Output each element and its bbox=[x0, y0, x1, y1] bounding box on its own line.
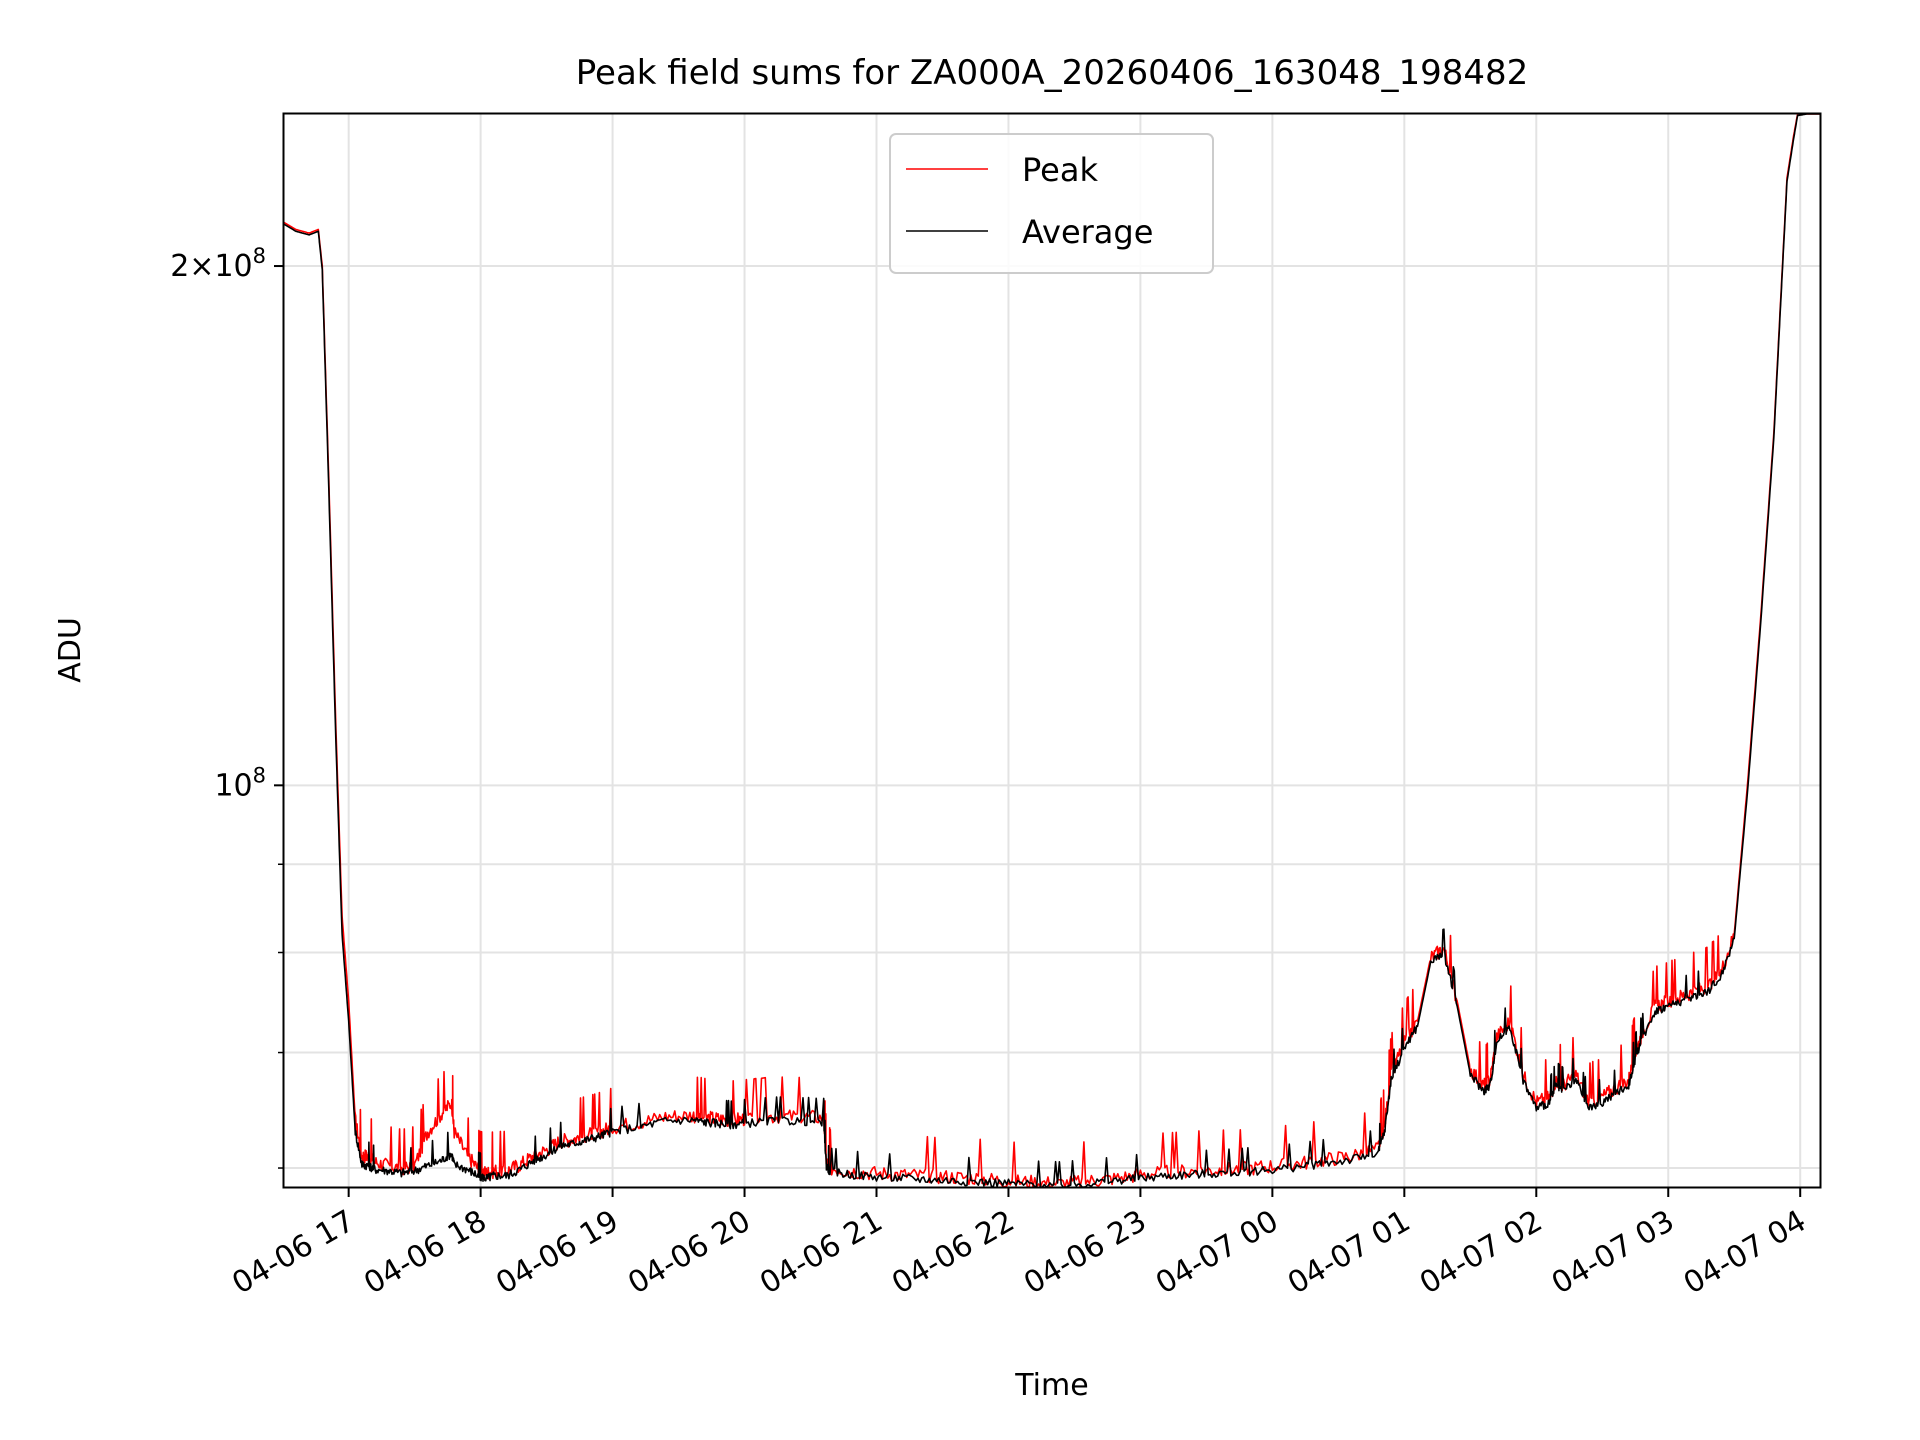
y-tick-label: 2×108 bbox=[170, 244, 266, 284]
plot-frame bbox=[282, 112, 1822, 1189]
x-tick-label: 04-07 00 bbox=[1150, 1204, 1284, 1302]
average-series-line bbox=[283, 113, 1820, 1188]
x-tick-label: 04-06 22 bbox=[886, 1204, 1020, 1302]
series-lines bbox=[283, 113, 1820, 1188]
x-tick-label: 04-06 21 bbox=[754, 1204, 888, 1302]
x-tick-label: 04-06 18 bbox=[358, 1204, 492, 1302]
legend-peak-label: Peak bbox=[1022, 151, 1098, 189]
x-tick-label: 04-07 02 bbox=[1414, 1204, 1548, 1302]
chart-title: Peak field sums for ZA000A_20260406_1630… bbox=[576, 53, 1529, 93]
x-axis-label: Time bbox=[1014, 1368, 1088, 1403]
x-tick-label: 04-07 03 bbox=[1546, 1204, 1680, 1302]
x-tick-label: 04-07 01 bbox=[1282, 1204, 1416, 1302]
x-tick-label: 04-06 23 bbox=[1018, 1204, 1152, 1302]
legend-average-label: Average bbox=[1022, 213, 1153, 251]
legend: Peak Average bbox=[889, 133, 1214, 274]
x-tick-label: 04-07 04 bbox=[1678, 1204, 1812, 1302]
y-axis-ticks: 108 2×108 bbox=[170, 244, 284, 1169]
y-axis-label: ADU bbox=[53, 617, 88, 683]
grid bbox=[284, 114, 1820, 1187]
x-tick-label: 04-06 17 bbox=[226, 1204, 360, 1302]
peak-series-line bbox=[283, 113, 1820, 1188]
x-tick-label: 04-06 19 bbox=[490, 1204, 624, 1302]
y-tick-label: 108 bbox=[214, 763, 266, 803]
x-tick-label: 04-06 20 bbox=[622, 1204, 756, 1302]
